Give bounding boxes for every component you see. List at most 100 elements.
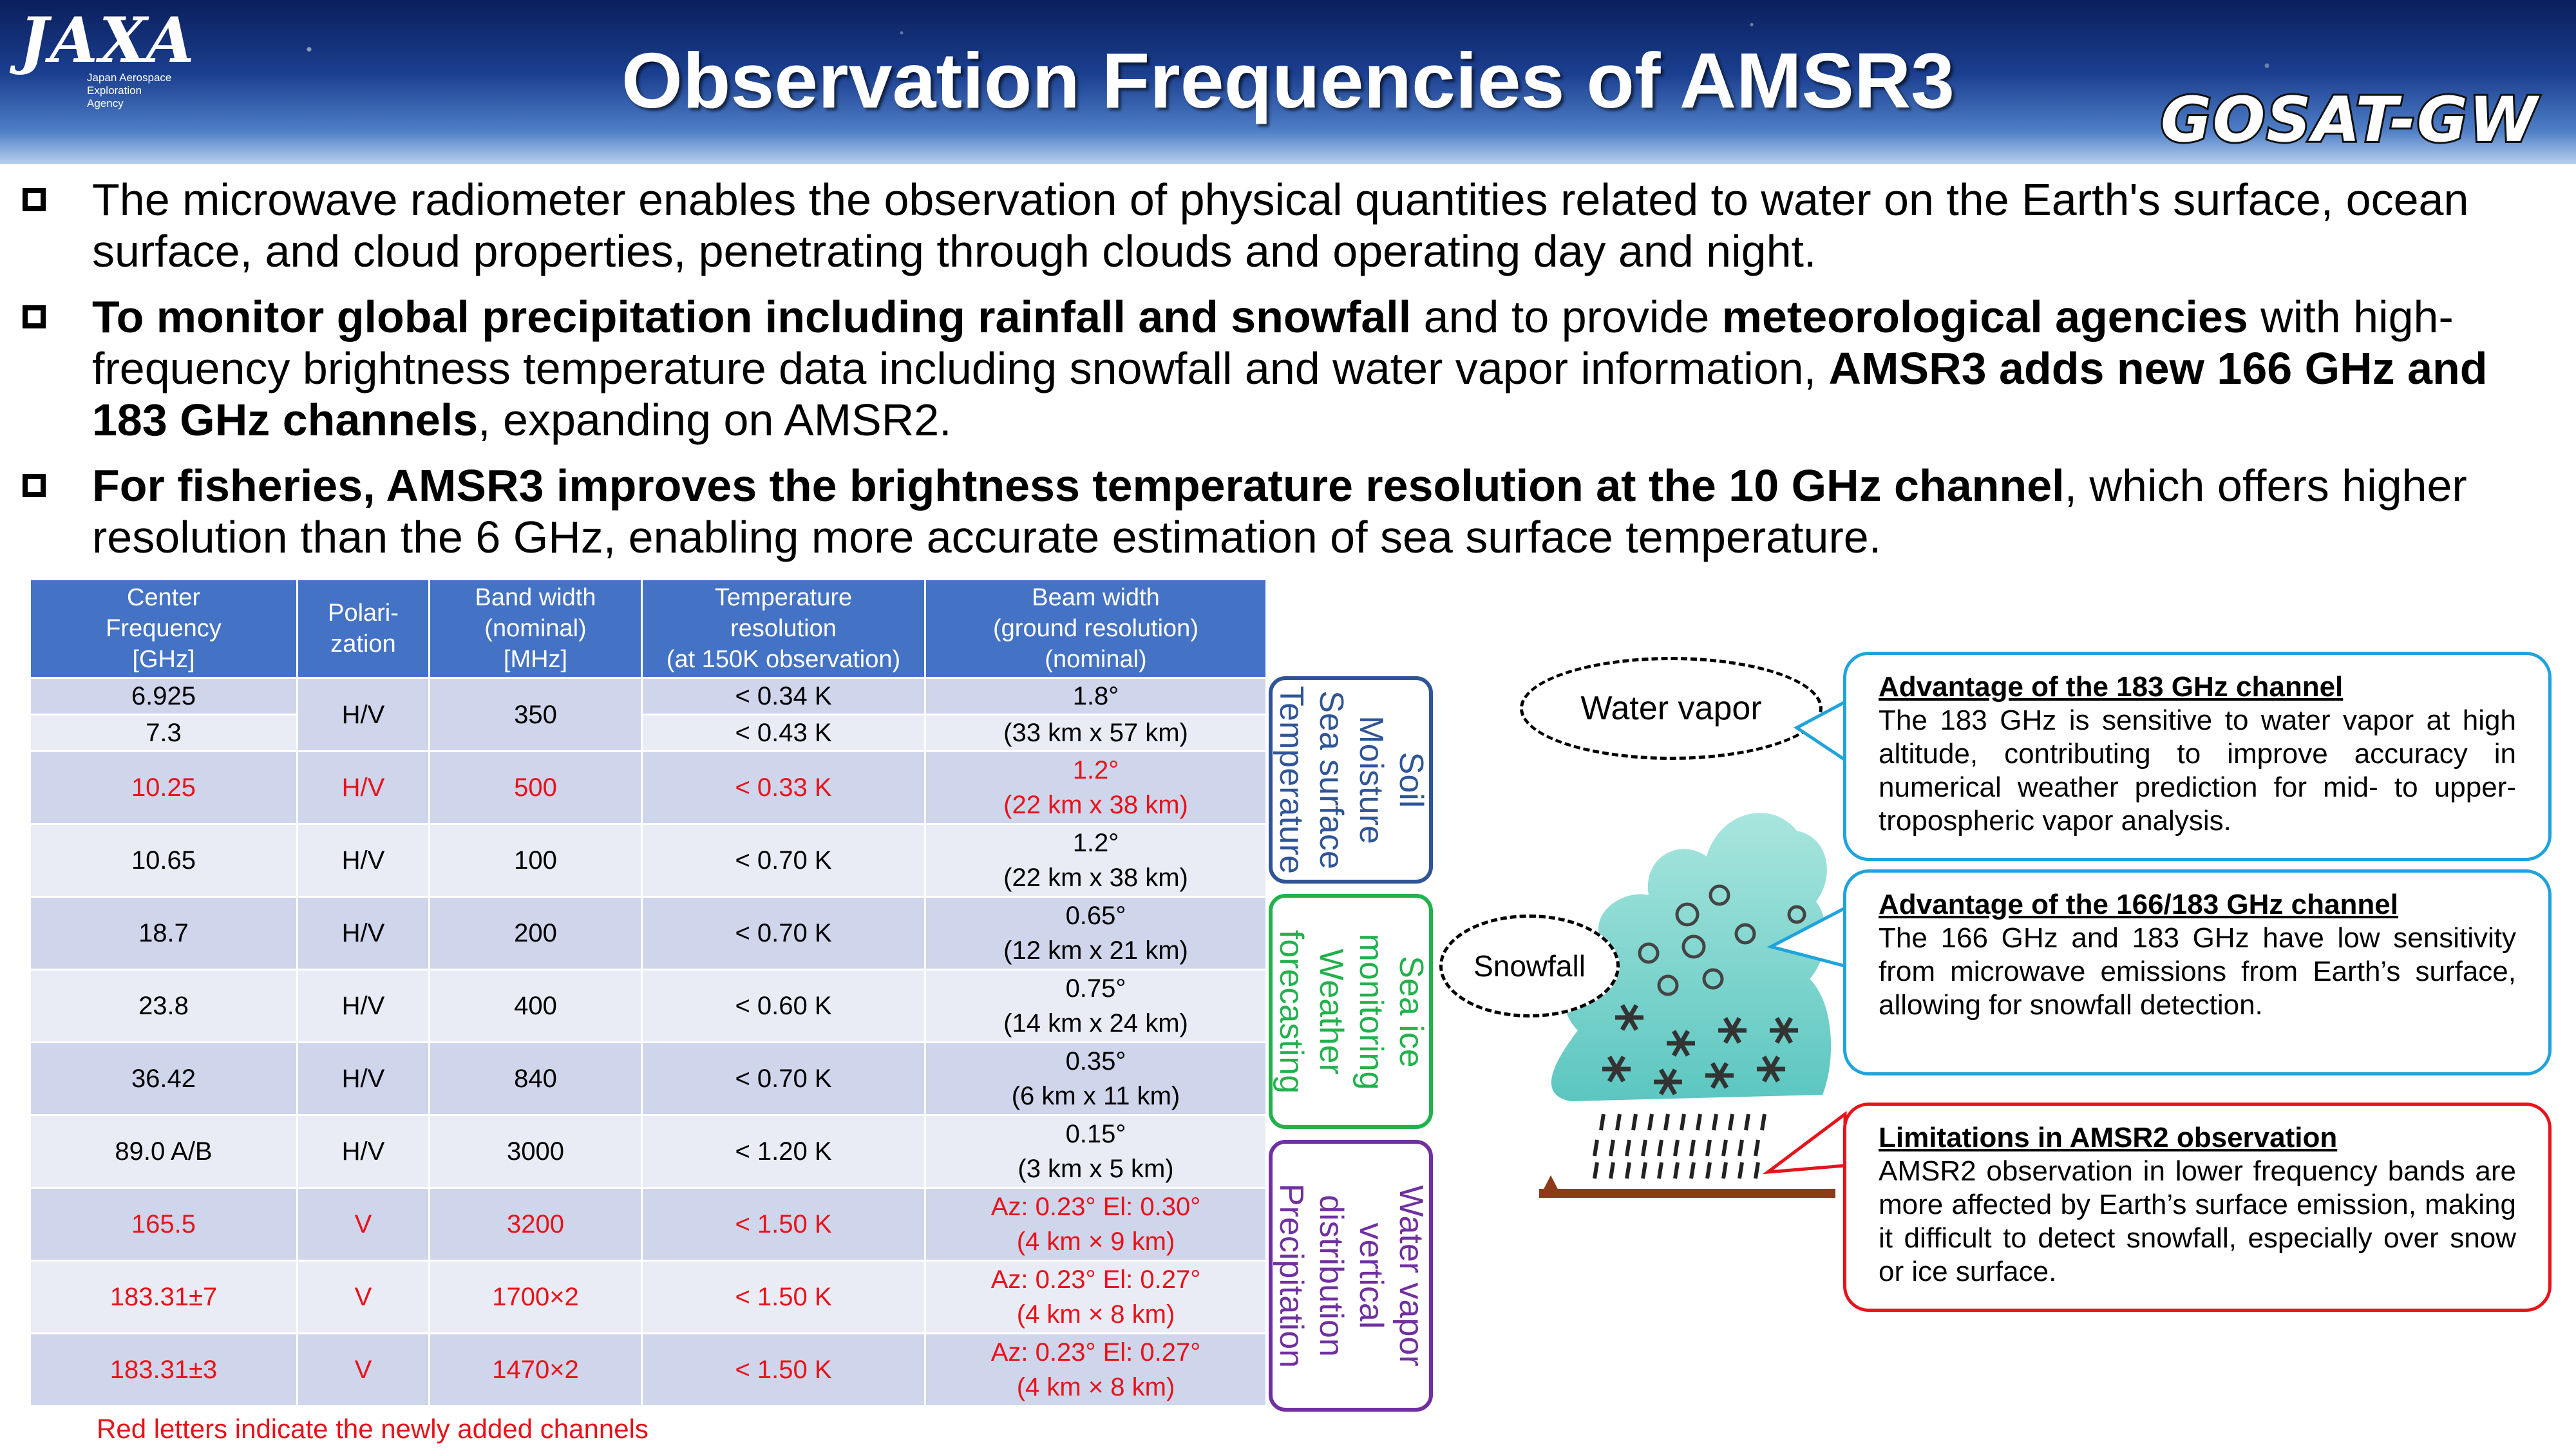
cloud-illustration: Water vapor Snowfall	[1436, 644, 1848, 1224]
callout-183ghz: Advantage of the 183 GHz channel The 183…	[1843, 652, 2552, 861]
cell-band-width: 1470×2	[428, 1332, 643, 1407]
cell-band-width: 3200	[428, 1187, 643, 1262]
gosat-gw-logo: GOSAT-GW	[2159, 82, 2563, 158]
bullet-text-segment: with high-frequency brightness temperatu…	[92, 292, 2454, 393]
callout-amsr2-limitations-body: AMSR2 observation in lower frequency ban…	[1879, 1155, 2516, 1287]
bullet-text-segment: , which offers higher resolution than th…	[92, 460, 2467, 562]
bullet-text-segment: The microwave radiometer enables the obs…	[92, 175, 2469, 276]
cell-frequency: 183.31±3	[29, 1332, 298, 1407]
cell-band-width: 200	[428, 896, 643, 971]
cell-band-width: 400	[428, 969, 643, 1043]
ice-crystal-icons	[1638, 884, 1806, 996]
cell-band-width: 1700×2	[428, 1260, 643, 1334]
bullet-text-segment: , expanding on AMSR2.	[478, 395, 952, 445]
category-soil-sst: Soil Moisture Sea surface Temperature	[1269, 676, 1433, 884]
cell-temperature-resolution: < 1.50 K	[641, 1260, 926, 1334]
cell-band-width: 3000	[428, 1114, 643, 1189]
cell-temperature-resolution: < 1.20 K	[641, 1114, 926, 1189]
cell-temperature-resolution: < 0.70 K	[641, 823, 926, 898]
category-vapor-precip: Water vapor vertical distribution Precip…	[1269, 1140, 1433, 1412]
snowfall-streaks	[1593, 1113, 1766, 1179]
cell-frequency: 10.65	[29, 823, 298, 898]
square-bullet-icon	[23, 474, 46, 497]
page-title: Observation Frequencies of AMSR3	[621, 37, 1955, 124]
bullet-item: The microwave radiometer enables the obs…	[23, 174, 2560, 277]
header-temperature-resolution: Temperature resolution (at 150K observat…	[641, 578, 926, 679]
cell-beam-width: 0.75° (14 km x 24 km)	[924, 969, 1267, 1043]
cell-frequency: 18.7	[29, 896, 298, 971]
jaxa-logo: JAXA Japan Aerospace Exploration Agency	[6, 4, 194, 109]
bullet-text-segment: AMSR3 adds new 166 GHz and 183 GHz chann…	[92, 343, 2488, 445]
header-banner: JAXA Japan Aerospace Exploration Agency …	[0, 0, 2576, 164]
header-center-frequency: Center Frequency [GHz]	[29, 578, 298, 679]
cell-polarization: H/V	[296, 823, 430, 898]
bullet-list: The microwave radiometer enables the obs…	[23, 174, 2560, 577]
header-beam-width: Beam width (ground resolution) (nominal)	[924, 578, 1267, 679]
callout-amsr2-limitations-heading: Limitations in AMSR2 observation	[1879, 1122, 2338, 1153]
cell-temperature-resolution: < 1.50 K	[641, 1187, 926, 1262]
cell-frequency: 23.8	[29, 969, 298, 1043]
cell-polarization: V	[296, 1260, 430, 1334]
table-row: 89.0 A/B H/V 3000 < 1.20 K 0.15° (3 km x 5 k…	[29, 1114, 1267, 1189]
callout-166-183ghz: Advantage of the 166/183 GHz channel The…	[1843, 869, 2552, 1075]
header-polarization: Polari- zation	[296, 578, 430, 679]
bullet-text-segment: For fisheries, AMSR3 improves the bright…	[92, 460, 2065, 511]
table-row: 183.31±3 V 1470×2 < 1.50 K Az: 0.23° El: 0.2…	[29, 1332, 1267, 1407]
table-row: 36.42 H/V 840 < 0.70 K 0.35° (6 km x 11 km)	[29, 1041, 1267, 1116]
cell-beam-width: 0.15° (3 km x 5 km)	[924, 1114, 1267, 1189]
bullet-text-segment: meteorological agencies	[1721, 292, 2248, 342]
cell-beam-width: Az: 0.23° El: 0.27° (4 km × 8 km)	[924, 1260, 1267, 1334]
cell-polarization: H/V	[296, 969, 430, 1043]
jaxa-logo-mark: JAXA	[19, 4, 196, 77]
cell-polarization: H/V	[296, 896, 430, 971]
cell-polarization: V	[296, 1187, 430, 1262]
cell-polarization: H/V	[296, 1041, 430, 1116]
cell-beam-width: 0.35° (6 km x 11 km)	[924, 1041, 1267, 1116]
cell-frequency: 36.42	[29, 1041, 298, 1116]
jaxa-logo-subtitle: Japan Aerospace Exploration Agency	[87, 71, 172, 109]
gosat-gw-logo-text: GOSAT-GW	[2159, 82, 2539, 158]
cell-temperature-resolution: < 0.70 K	[641, 1041, 926, 1116]
bullet-text-segment: To monitor global precipitation includin…	[92, 292, 1412, 342]
cell-temperature-resolution: < 0.34 K	[641, 677, 926, 715]
cell-temperature-resolution: < 0.70 K	[641, 896, 926, 971]
cell-beam-width: 1.2° (22 km x 38 km)	[924, 750, 1267, 825]
snowflake-icons	[1602, 1004, 1798, 1095]
bullet-item: To monitor global precipitation includin…	[23, 291, 2560, 446]
cell-band-width: 500	[428, 750, 643, 825]
cell-band-width: 100	[428, 823, 643, 898]
cell-temperature-resolution: < 0.43 K	[641, 714, 926, 752]
cloud-diagram	[1539, 813, 1835, 1198]
cell-beam-width: Az: 0.23° El: 0.30° (4 km × 9 km)	[924, 1187, 1267, 1262]
table-row: 10.65 H/V 100 < 0.70 K 1.2° (22 km x 38 km)	[29, 823, 1267, 898]
table-row: 23.8 H/V 400 < 0.60 K 0.75° (14 km x 24 km)	[29, 969, 1267, 1043]
table-row: 6.925 H/V 350 < 0.34 K 1.8°	[29, 677, 1267, 752]
table-header-row: Center Frequency [GHz] Polari- zation Ba…	[29, 578, 1267, 679]
cell-beam-width: Az: 0.23° El: 0.27° (4 km × 8 km)	[924, 1332, 1267, 1407]
category-seaice-weather: Sea ice monitoring Weather forecasting	[1269, 894, 1433, 1129]
table-row: 7.3 < 0.43 K (33 km x 57 km)	[29, 714, 1267, 752]
cell-frequency: 165.5	[29, 1187, 298, 1262]
cell-frequency: 183.31±7	[29, 1260, 298, 1334]
new-channel-note: Red letters indicate the newly added cha…	[97, 1414, 649, 1444]
square-bullet-icon	[23, 188, 46, 211]
cell-band-width: 350	[428, 677, 643, 752]
table-row: 10.25 H/V 500 < 0.33 K 1.2° (22 km x 38 km)	[29, 750, 1267, 825]
cell-temperature-resolution: < 1.50 K	[641, 1332, 926, 1407]
table-row: 183.31±7 V 1700×2 < 1.50 K Az: 0.23° El: 0.2…	[29, 1260, 1267, 1334]
category-soil-sst-label: Soil Moisture Sea surface Temperature	[1272, 686, 1430, 874]
callout-166-183ghz-heading: Advantage of the 166/183 GHz channel	[1879, 889, 2398, 920]
cell-frequency: 7.3	[29, 714, 298, 752]
ground-surface	[1539, 1175, 1835, 1198]
cell-polarization: H/V	[296, 1114, 430, 1189]
cell-polarization: H/V	[296, 750, 430, 825]
cell-frequency: 10.25	[29, 750, 298, 825]
cell-beam-width: (33 km x 57 km)	[924, 714, 1267, 752]
header-background	[0, 0, 2576, 164]
cell-polarization: H/V	[296, 677, 430, 752]
bullet-text-segment: and to provide	[1411, 292, 1722, 342]
callout-amsr2-limitations: Limitations in AMSR2 observation AMSR2 o…	[1843, 1103, 2552, 1312]
cell-beam-width: 1.2° (22 km x 38 km)	[924, 823, 1267, 898]
square-bullet-icon	[23, 305, 46, 328]
cell-temperature-resolution: < 0.60 K	[641, 969, 926, 1043]
